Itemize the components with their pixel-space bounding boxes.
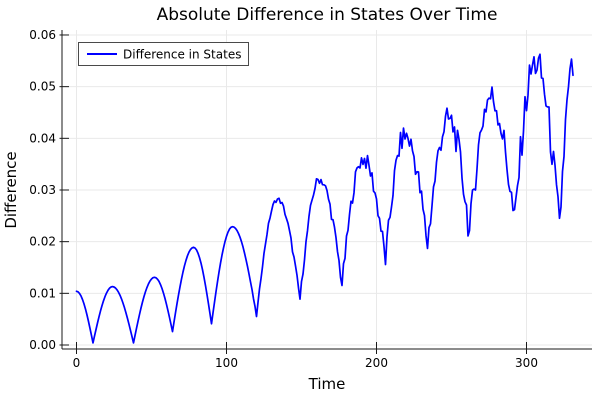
x-tick-label: 0 <box>73 356 81 370</box>
legend: Difference in States <box>78 42 249 66</box>
y-tick-label: 0.05 <box>29 80 56 94</box>
y-tick-label: 0.00 <box>29 338 56 352</box>
x-axis-label: Time <box>308 375 346 393</box>
x-tick-label: 300 <box>515 356 538 370</box>
y-axis-label: Difference <box>2 151 20 228</box>
x-axis-ticks: 0 100 200 300 <box>73 342 538 370</box>
legend-label: Difference in States <box>123 48 241 62</box>
x-tick-label: 100 <box>215 356 238 370</box>
difference-series-line <box>75 53 574 344</box>
vertical-gridlines <box>76 30 527 349</box>
y-axis-ticks: 0.00 0.01 0.02 0.03 0.04 0.05 0.06 <box>29 28 69 352</box>
y-tick-label: 0.06 <box>29 28 56 42</box>
y-tick-label: 0.04 <box>29 131 56 145</box>
y-tick-label: 0.02 <box>29 235 56 249</box>
x-tick-label: 200 <box>365 356 388 370</box>
chart-title: Absolute Difference in States Over Time <box>157 5 498 25</box>
y-tick-label: 0.01 <box>29 286 56 300</box>
legend-box <box>78 42 249 66</box>
horizontal-gridlines <box>62 34 592 346</box>
y-tick-label: 0.03 <box>29 183 56 197</box>
